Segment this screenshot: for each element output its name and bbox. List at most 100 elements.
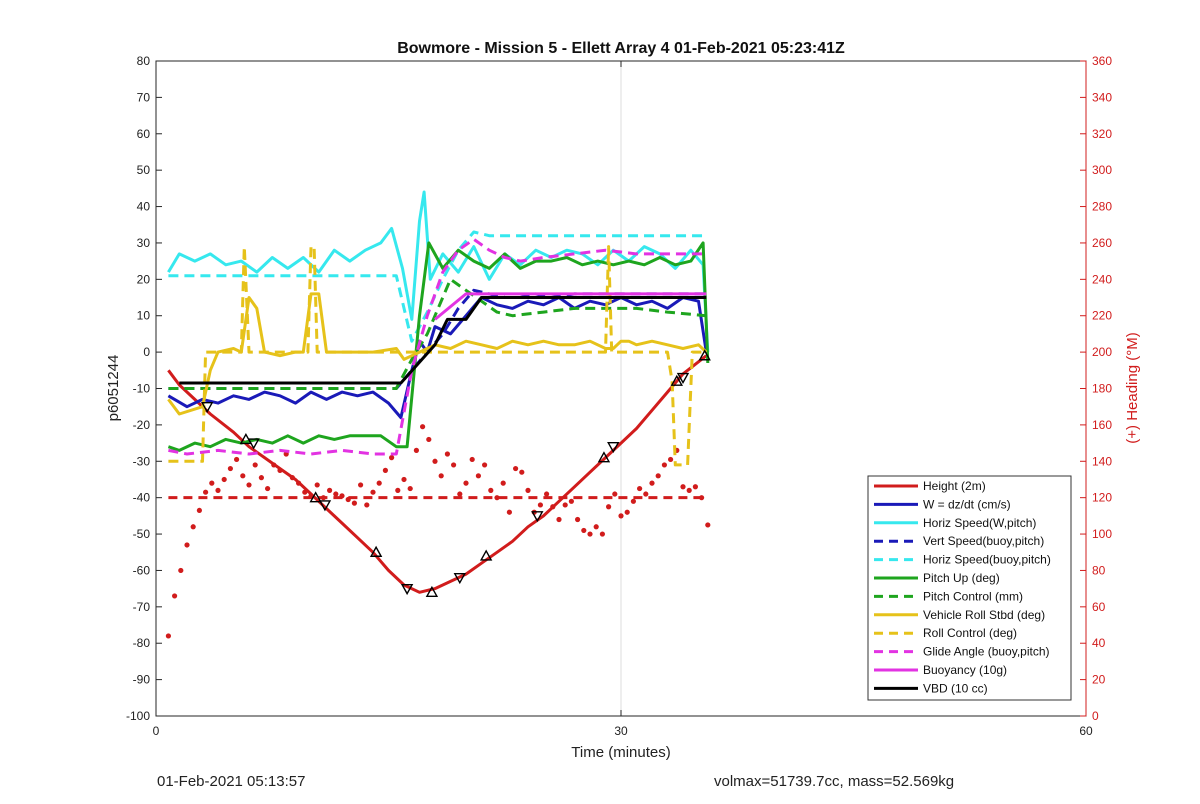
y2-tick-label-9: 180 — [1092, 382, 1112, 396]
series-line-0 — [167, 354, 708, 594]
y-tick-label-14: 40 — [137, 200, 151, 214]
heading-point-38 — [401, 476, 407, 483]
heading-point-45 — [444, 451, 450, 457]
heading-point-68 — [587, 531, 593, 537]
legend-label-10: Buoyancy (10g) — [923, 663, 1007, 677]
series-line-8 — [168, 245, 707, 467]
heading-point-3 — [184, 542, 190, 548]
y2-tick-label-6: 120 — [1092, 491, 1112, 505]
series-line-9 — [168, 237, 707, 456]
heading-point-53 — [494, 495, 500, 501]
heading-point-44 — [438, 473, 444, 479]
y2-tick-label-3: 60 — [1092, 600, 1106, 614]
heading-point-74 — [624, 509, 630, 515]
heading-point-66 — [575, 516, 581, 523]
start-time-text: 01-Feb-2021 05:13:57 — [157, 773, 306, 790]
legend-label-11: VBD (10 cc) — [923, 681, 988, 695]
legend-label-3: Vert Speed(buoy,pitch) — [923, 534, 1044, 548]
y2-tick-label-0: 0 — [1092, 709, 1099, 723]
heading-point-78 — [649, 480, 655, 486]
heading-point-81 — [668, 456, 674, 463]
heading-point-33 — [370, 489, 376, 495]
x-tick-label-1: 30 — [614, 724, 628, 738]
dive-marker-15 — [698, 349, 711, 361]
heading-point-28 — [339, 493, 345, 499]
legend: Height (2m) W = dz/dt (cm/s) Horiz Speed(W… — [867, 475, 1072, 701]
legend-label-6: Pitch Control (mm) — [923, 589, 1023, 603]
y-tick-label-9: -10 — [133, 382, 151, 396]
legend-label-1: W = dz/dt (cm/s) — [923, 497, 1011, 511]
y-tick-label-16: 60 — [137, 127, 151, 141]
heading-point-0 — [165, 633, 171, 639]
chart-title: Bowmore - Mission 5 - Ellett Array 4 01-… — [397, 40, 845, 57]
dive-marker-14 — [676, 372, 690, 385]
heading-point-39 — [407, 485, 413, 492]
heading-point-79 — [655, 473, 661, 479]
x-tick-label-0: 0 — [153, 724, 160, 738]
heading-point-57 — [519, 469, 525, 475]
heading-point-60 — [537, 502, 544, 508]
heading-point-35 — [382, 467, 388, 473]
y-tick-label-6: -40 — [133, 491, 151, 505]
series-line-11 — [179, 296, 707, 385]
y2-tick-label-5: 100 — [1092, 527, 1112, 541]
dive-marker-8 — [453, 573, 466, 585]
heading-point-25 — [320, 495, 326, 501]
heading-point-77 — [643, 491, 649, 497]
heading-point-10 — [227, 465, 233, 472]
series-line-7 — [167, 292, 708, 416]
x-tick-label-2: 60 — [1079, 724, 1093, 738]
heading-point-52 — [488, 487, 494, 493]
dive-marker-11 — [597, 451, 611, 463]
heading-point-30 — [351, 500, 357, 506]
y-tick-label-11: 10 — [137, 309, 151, 323]
y-tick-label-1: -90 — [133, 673, 151, 687]
heading-point-36 — [389, 455, 395, 461]
y2-tick-label-17: 340 — [1092, 90, 1112, 104]
heading-point-83 — [680, 484, 686, 490]
legend-label-7: Vehicle Roll Stbd (deg) — [923, 608, 1045, 622]
heading-point-2 — [178, 567, 184, 574]
heading-point-55 — [506, 509, 512, 515]
heading-point-9 — [221, 476, 227, 483]
y-tick-label-4: -60 — [133, 563, 151, 577]
y2-tick-label-15: 300 — [1092, 163, 1112, 177]
heading-point-40 — [413, 447, 419, 453]
y2-tick-label-13: 260 — [1092, 236, 1112, 250]
heading-point-16 — [265, 485, 271, 492]
y2-tick-label-7: 140 — [1092, 454, 1112, 468]
heading-point-11 — [234, 456, 240, 463]
dive-marker-6 — [400, 583, 414, 596]
heading-point-86 — [699, 495, 705, 501]
dive-marker-5 — [369, 545, 383, 557]
y2-tick-label-11: 220 — [1092, 309, 1112, 323]
x-axis-label: Time (minutes) — [571, 744, 670, 761]
heading-point-29 — [345, 496, 351, 503]
y2-tick-label-10: 200 — [1092, 345, 1112, 359]
heading-point-70 — [599, 531, 606, 537]
dive-marker-4 — [318, 500, 332, 512]
heading-point-51 — [482, 462, 488, 468]
y-tick-label-10: 0 — [143, 345, 150, 359]
y2-tick-label-1: 20 — [1092, 673, 1106, 687]
heading-point-72 — [612, 491, 618, 497]
series-layer — [165, 190, 711, 639]
heading-point-58 — [525, 487, 531, 493]
legend-box — [867, 475, 1072, 701]
legend-label-8: Roll Control (deg) — [923, 626, 1017, 640]
dive-marker-12 — [607, 442, 620, 454]
legend-label-2: Horiz Speed(W,pitch) — [923, 516, 1036, 530]
legend-label-4: Horiz Speed(buoy,pitch) — [923, 553, 1051, 567]
y-tick-label-8: -20 — [133, 418, 151, 432]
series-line-10 — [434, 292, 707, 321]
y2-tick-label-2: 40 — [1092, 636, 1106, 650]
dive-marker-3 — [309, 491, 322, 503]
y2-tick-label-18: 360 — [1092, 54, 1112, 68]
heading-point-49 — [469, 456, 475, 463]
heading-point-80 — [661, 462, 668, 468]
heading-point-63 — [556, 516, 562, 523]
heading-point-7 — [209, 480, 215, 486]
y2-tick-label-16: 320 — [1092, 127, 1112, 141]
y-tick-label-5: -50 — [133, 527, 151, 541]
heading-point-31 — [358, 482, 364, 488]
